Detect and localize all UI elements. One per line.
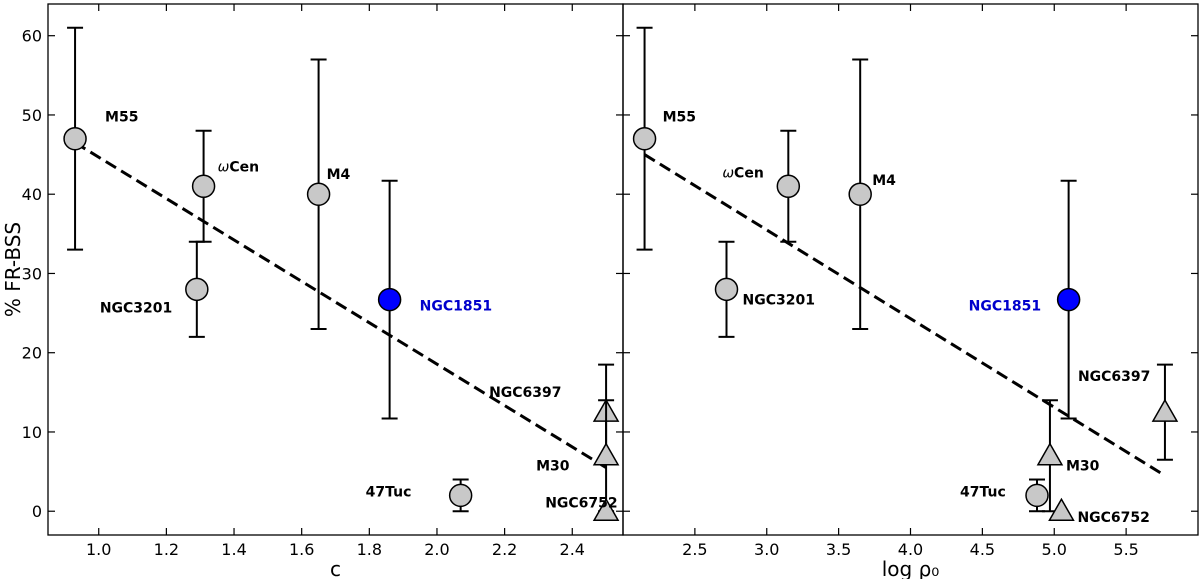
data-point-circle [185,277,209,302]
point-label: NGC3201 [100,300,172,316]
point-label: ωCen [722,165,763,181]
panel-left: 1.0 1.2 1.4 1.6 1.8 2.0 2.2 2.4 0 10 20 30 40 50 60 c % … [1,3,624,579]
x-tick-label: 5.0 [1042,540,1067,559]
x-tick-label: 2.5 [682,540,707,559]
x-tick-label: 5.5 [1113,540,1138,559]
data-point-circle [848,182,872,206]
data-point-circle [714,277,739,302]
y-tick-label: 60 [22,27,42,46]
data-point-triangle [1036,442,1064,466]
data-point-circle [306,182,331,206]
x-tick-label: 1.6 [289,540,314,559]
point-label: NGC6752 [545,495,617,511]
data-point-circle [377,287,402,312]
x-axis-label: log ρ₀ [882,557,940,579]
data-point-circle [776,174,801,199]
y-tick-label: 40 [22,185,42,204]
x-tick-label: 2.0 [424,540,449,559]
point-label: 47Tuc [960,484,1006,500]
y-tick-label: 20 [22,344,42,363]
x-tick-label: 1.2 [154,540,179,559]
point-label: NGC3201 [743,292,815,308]
point-label: M30 [536,459,570,475]
point-label: M55 [105,110,138,126]
x-tick-label: 1.4 [221,540,246,559]
y-axis-label: % FR-BSS [1,222,25,317]
point-label: NGC6397 [489,385,561,401]
point-label: M30 [1066,459,1100,475]
y-tick-label: 30 [22,264,42,283]
x-tick-label: 3.0 [754,540,779,559]
x-tick-label: 4.0 [898,540,923,559]
point-label: NGC6752 [1077,510,1149,526]
data-point-circle [1056,287,1081,312]
point-label: NGC1851 [420,299,492,315]
data-point-circle [1025,483,1049,508]
x-tick-label: 4.5 [970,540,995,559]
panel-right: 2.5 3.0 3.5 4.0 4.5 5.0 5.5 log ρ₀ M55 ωCen NGC320… [622,3,1199,579]
y-tick-label: 10 [22,423,42,442]
data-point-circle [632,126,657,151]
point-label: ωCen [218,159,259,175]
plot-frame [47,3,624,536]
data-point-circle [191,174,216,199]
point-label: M4 [872,173,896,189]
point-label: NGC6397 [1078,369,1150,385]
x-tick-label: 2.2 [492,540,517,559]
x-tick-label: 2.4 [560,540,585,559]
data-point-triangle [1151,398,1179,422]
fit-line [74,141,607,469]
data-point-triangle [592,442,620,466]
data-point-triangle [1048,497,1075,521]
plot-frame [622,3,1199,536]
x-tick-label: 3.5 [826,540,851,559]
omega-symbol: ω [722,165,734,181]
x-axis-label: c [330,557,341,579]
fit-line [643,153,1166,477]
data-point-triangle [592,497,620,521]
point-label: M4 [327,167,351,183]
label-rest: Cen [734,165,764,181]
y-tick-label: 0 [32,502,42,521]
data-point-circle [448,483,473,508]
point-label: NGC1851 [969,299,1041,315]
point-label: M55 [663,110,696,126]
x-tick-label: 1.8 [357,540,382,559]
point-label: 47Tuc [366,484,412,500]
data-point-circle [63,126,87,151]
x-tick-label: 1.0 [86,540,111,559]
omega-symbol: ω [218,159,230,175]
y-tick-label: 50 [22,106,42,125]
label-rest: Cen [229,159,259,175]
